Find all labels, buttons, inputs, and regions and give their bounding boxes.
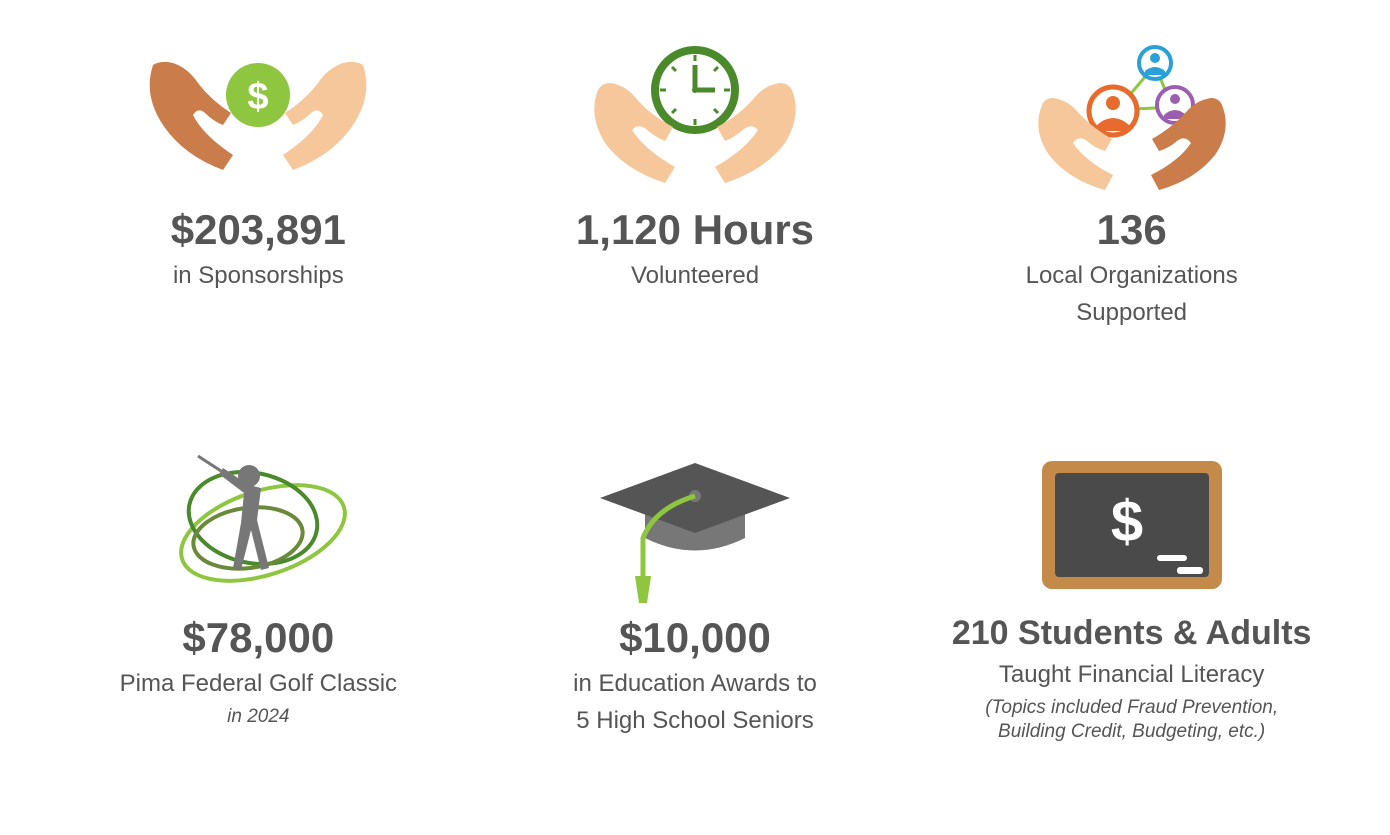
chalkboard-dollar-icon: $ (1027, 438, 1237, 608)
cell-sponsorships: $ $203,891 in Sponsorships (60, 30, 457, 398)
stat-sub: in Sponsorships (173, 260, 344, 291)
stat-value: $10,000 (619, 614, 771, 662)
infographic-grid: $ $203,891 in Sponsorships (60, 30, 1330, 805)
hands-clock-icon (580, 30, 810, 200)
stat-note: (Topics included Fraud Prevention, Build… (952, 696, 1312, 745)
svg-text:$: $ (248, 76, 269, 118)
stat-sub: Volunteered (631, 260, 759, 291)
stat-sub2: Supported (1076, 297, 1187, 328)
stat-value: $203,891 (171, 206, 346, 254)
stat-value: 1,120 Hours (576, 206, 814, 254)
stat-value: 136 (1097, 206, 1167, 254)
hands-dollar-icon: $ (143, 30, 373, 200)
cell-golf: $78,000 Pima Federal Golf Classic in 202… (60, 438, 457, 806)
cell-organizations: 136 Local Organizations Supported (933, 30, 1330, 398)
hands-network-icon (1017, 30, 1247, 200)
stat-sub: Taught Financial Literacy (999, 659, 1264, 690)
cell-education: $10,000 in Education Awards to 5 High Sc… (497, 438, 894, 806)
stat-value: 210 Students & Adults (952, 614, 1312, 653)
stat-sub: in Education Awards to (573, 668, 817, 699)
cell-hours: 1,120 Hours Volunteered (497, 30, 894, 398)
stat-value: $78,000 (182, 614, 334, 662)
golf-swing-icon (153, 438, 363, 608)
stat-note: in 2024 (227, 705, 289, 730)
cell-literacy: $ 210 Students & Adults Taught Financial… (933, 438, 1330, 806)
stat-sub: Pima Federal Golf Classic (120, 668, 397, 699)
stat-sub2: 5 High School Seniors (576, 705, 813, 736)
stat-sub: Local Organizations (1026, 260, 1238, 291)
svg-text:$: $ (1111, 489, 1143, 554)
graduation-cap-icon (585, 438, 805, 608)
